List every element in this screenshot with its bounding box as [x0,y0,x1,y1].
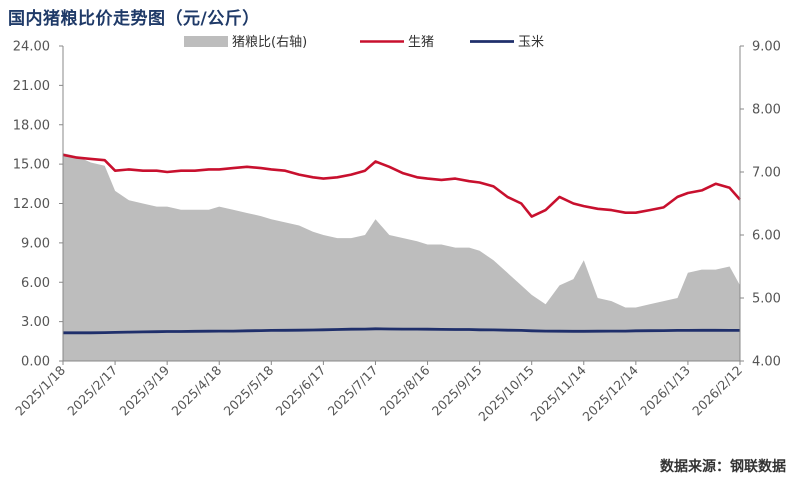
x-tick-label: 2026/1/13 [637,363,693,419]
right-tick-label: 8.00 [752,103,781,118]
left-tick-label: 9.00 [21,236,50,251]
x-tick-label: 2025/5/18 [221,362,277,418]
x-tick-label: 2025/1/18 [12,362,68,418]
hog-price-line [62,153,741,218]
chart-title: 国内猪粮比价走势图（元/公斤） [8,9,260,29]
left-tick-label: 0.00 [21,355,50,370]
corn-price-line [63,327,740,335]
x-tick-label: 2025/9/15 [429,363,485,419]
legend-swatch-ratio [184,36,228,47]
left-tick-label: 15.00 [13,158,50,173]
left-tick-label: 12.00 [13,197,50,212]
legend: 猪粮比(右轴) 生猪 玉米 [184,35,544,50]
left-tick-label: 18.00 [13,118,50,133]
x-tick-label: 2026/2/12 [689,363,745,419]
left-tick-label: 24.00 [13,40,50,55]
x-tick-label: 2025/4/18 [168,362,224,418]
right-tick-label: 7.00 [752,166,781,181]
data-source: 数据来源：钢联数据 [660,459,786,475]
right-tick-label: 6.00 [752,229,781,244]
legend-label-ratio: 猪粮比(右轴) [232,35,307,50]
x-tick-label: 2025/6/17 [273,363,329,419]
legend-label-hog: 生猪 [408,35,434,50]
x-tick-label: 2025/7/17 [325,363,381,419]
right-tick-label: 4.00 [752,355,781,370]
ratio-area [63,153,740,361]
x-tick-label: 2025/8/16 [377,362,433,418]
left-tick-label: 21.00 [13,79,50,94]
left-tick-label: 6.00 [21,276,50,291]
price-lines-layer [62,153,741,335]
x-tick-label: 2025/3/19 [116,362,172,418]
right-tick-label: 9.00 [752,40,781,55]
x-tick-label: 2025/2/17 [64,363,120,419]
legend-label-corn: 玉米 [518,35,544,50]
x-tick-label: 2025/12/14 [579,362,641,424]
right-tick-label: 5.00 [752,292,781,307]
ratio-area-layer [63,153,740,361]
left-tick-label: 3.00 [21,315,50,330]
